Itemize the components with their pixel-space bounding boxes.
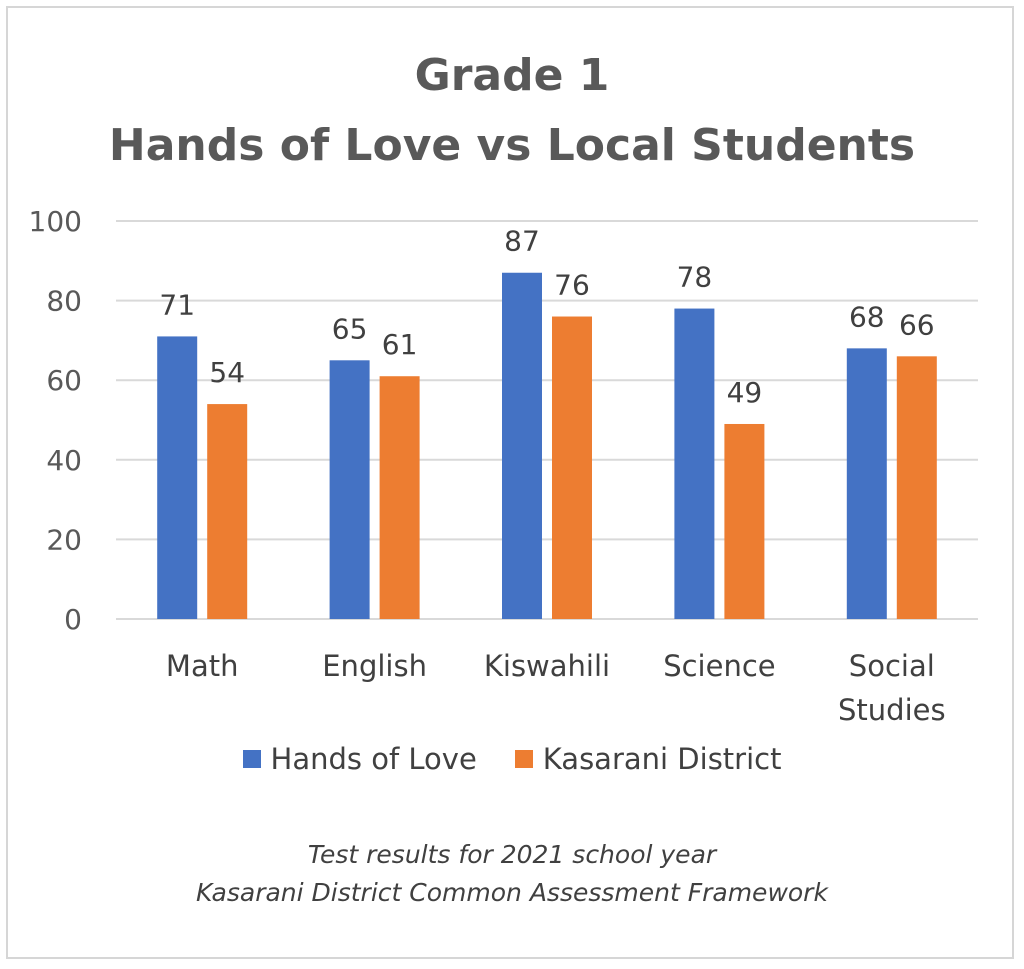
- bar-hands-of-love-2: [502, 272, 542, 619]
- data-label-kasarani-district-4: 66: [899, 308, 935, 341]
- data-label-hands-of-love-2: 87: [504, 225, 540, 258]
- data-label-hands-of-love-1: 65: [332, 312, 368, 345]
- x-tick-label-4-line-1: Studies: [838, 693, 946, 727]
- y-tick-label-60: 60: [46, 364, 82, 397]
- bar-kasarani-district-1: [379, 376, 420, 619]
- y-tick-label-80: 80: [46, 285, 82, 318]
- data-label-kasarani-district-2: 76: [554, 269, 590, 302]
- footnote-line-2: Kasarani District Common Assessment Fram…: [196, 878, 828, 907]
- chart-title-line-2: Hands of Love vs Local Students: [108, 120, 916, 171]
- bar-hands-of-love-4: [846, 348, 887, 619]
- bar-kasarani-district-4: [896, 356, 937, 619]
- x-tick-label-3: Science: [663, 649, 775, 683]
- data-label-hands-of-love-3: 78: [677, 261, 713, 294]
- data-label-hands-of-love-0: 71: [159, 288, 195, 321]
- data-label-hands-of-love-4: 68: [849, 300, 885, 333]
- data-label-kasarani-district-1: 61: [382, 328, 418, 361]
- legend: Hands of Love Kasarani District: [0, 742, 1024, 776]
- legend-label-hands-of-love: Hands of Love: [270, 742, 477, 776]
- data-label-kasarani-district-0: 54: [209, 356, 245, 389]
- y-tick-label-40: 40: [46, 444, 82, 477]
- bar-hands-of-love-1: [329, 360, 370, 619]
- bar-kasarani-district-2: [552, 316, 592, 619]
- data-label-kasarani-district-3: 49: [727, 376, 763, 409]
- footnote-line-1: Test results for 2021 school year: [307, 840, 717, 869]
- bar-kasarani-district-3: [724, 423, 765, 619]
- legend-label-kasarani-district: Kasarani District: [542, 742, 782, 776]
- legend-swatch-hands-of-love: [242, 750, 261, 768]
- x-tick-label-0: Math: [166, 649, 239, 683]
- x-tick-label-4-line-0: Social: [849, 649, 935, 683]
- y-tick-label-0: 0: [64, 603, 82, 636]
- y-tick-label-100: 100: [29, 205, 82, 238]
- legend-item-hands-of-love: Hands of Love: [242, 742, 477, 776]
- x-tick-label-1: English: [322, 649, 427, 683]
- legend-item-kasarani-district: Kasarani District: [514, 742, 782, 776]
- bar-hands-of-love-3: [674, 308, 715, 619]
- chart-title-line-1: Grade 1: [414, 50, 610, 101]
- legend-swatch-kasarani-district: [514, 750, 533, 768]
- bar-hands-of-love-0: [157, 336, 198, 619]
- bar-kasarani-district-0: [207, 404, 248, 619]
- y-tick-label-20: 20: [46, 523, 82, 556]
- x-tick-label-2: Kiswahili: [484, 649, 610, 683]
